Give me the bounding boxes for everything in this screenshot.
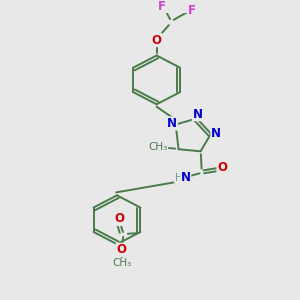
Text: F: F [188, 4, 196, 17]
Text: H: H [175, 173, 182, 183]
Text: N: N [192, 108, 203, 121]
Text: O: O [152, 34, 162, 46]
Text: CH₃: CH₃ [148, 142, 168, 152]
Text: N: N [211, 127, 221, 140]
Text: F: F [158, 0, 166, 13]
Text: N: N [167, 117, 177, 130]
Text: N: N [181, 171, 191, 184]
Text: CH₃: CH₃ [112, 258, 132, 268]
Text: O: O [217, 160, 227, 174]
Text: O: O [114, 212, 124, 225]
Text: O: O [116, 243, 126, 256]
